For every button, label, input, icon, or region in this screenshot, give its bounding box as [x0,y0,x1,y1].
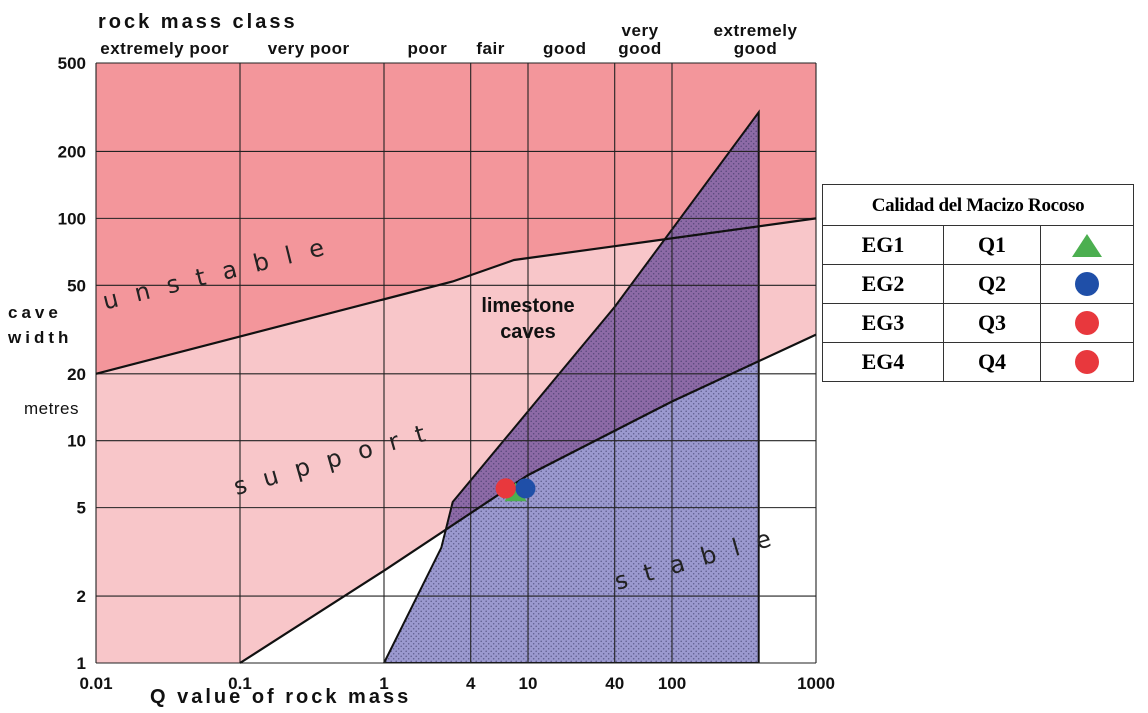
legend-eg: EG3 [822,303,944,343]
rock-class-label: fair [476,39,504,58]
legend-q: Q4 [943,342,1041,382]
y-tick-label: 100 [58,209,86,228]
rock-class-label: poor [407,39,447,58]
triangle-marker-icon [1072,234,1102,258]
rock-class-label: good [734,39,778,58]
y-tick-label: 1 [77,654,86,673]
point-eg2 [515,478,536,499]
legend-header-row: Calidad del Macizo Rocoso [822,184,1134,226]
y-tick-label: 20 [67,365,86,384]
top-header: rock mass class [98,11,298,33]
y-axis-label-line3: metres [24,399,79,418]
y-tick-label: 5 [77,499,86,518]
circle-marker-icon [1075,311,1099,335]
point-eg4 [495,478,516,499]
y-tick-label: 10 [67,432,86,451]
limestone-caves-label: caves [500,321,556,343]
legend-row: EG2 Q2 [822,264,1134,304]
rock-class-label: extremely [714,21,798,40]
y-tick-label: 2 [77,587,86,606]
x-tick-label: 1 [379,674,388,693]
y-axis-label-line2: width [7,328,72,347]
x-tick-label: 1000 [797,674,835,693]
y-tick-label: 50 [67,276,86,295]
rock-class-label: very [622,21,659,40]
legend-row: EG1 Q1 [822,225,1134,265]
legend-q: Q3 [943,303,1041,343]
regions-layer [96,63,816,663]
x-tick-label: 0.01 [79,674,112,693]
points-layer [495,478,536,502]
unstable-boundary-line [95,217,817,375]
y-tick-label: 200 [58,142,86,161]
legend-eg: EG1 [822,225,944,265]
circle-marker-icon [1075,350,1099,374]
legend-eg: EG2 [822,264,944,304]
x-axis-label: Q value of rock mass [150,686,411,708]
stable-boundary-line [239,333,817,664]
legend-eg: EG4 [822,342,944,382]
rock-class-label: very poor [268,39,350,58]
legend-row: EG4 Q4 [822,342,1134,382]
legend-title: Calidad del Macizo Rocoso [822,184,1134,226]
legend-row: EG3 Q3 [822,303,1134,343]
boundary-lines-layer [95,217,817,664]
legend-table: Calidad del Macizo Rocoso EG1 Q1 EG2 Q2 … [822,184,1134,382]
rock-class-label: extremely poor [100,39,229,58]
y-axis-label-line1: cave [8,303,62,322]
circle-marker-icon [1075,272,1099,296]
x-tick-label: 10 [519,674,538,693]
legend-q: Q1 [943,225,1041,265]
y-tick-label: 500 [58,54,86,73]
rock-class-label: good [543,39,587,58]
x-tick-label: 40 [605,674,624,693]
grid-layer [95,62,817,664]
x-tick-label: 0.1 [228,674,252,693]
x-tick-label: 4 [466,674,476,693]
limestone-caves-label: limestone [481,295,574,317]
caves-stipple [384,112,759,663]
limestone-caves-region [382,109,760,663]
legend-q: Q2 [943,264,1041,304]
x-tick-label: 100 [658,674,686,693]
rock-class-label: good [618,39,662,58]
